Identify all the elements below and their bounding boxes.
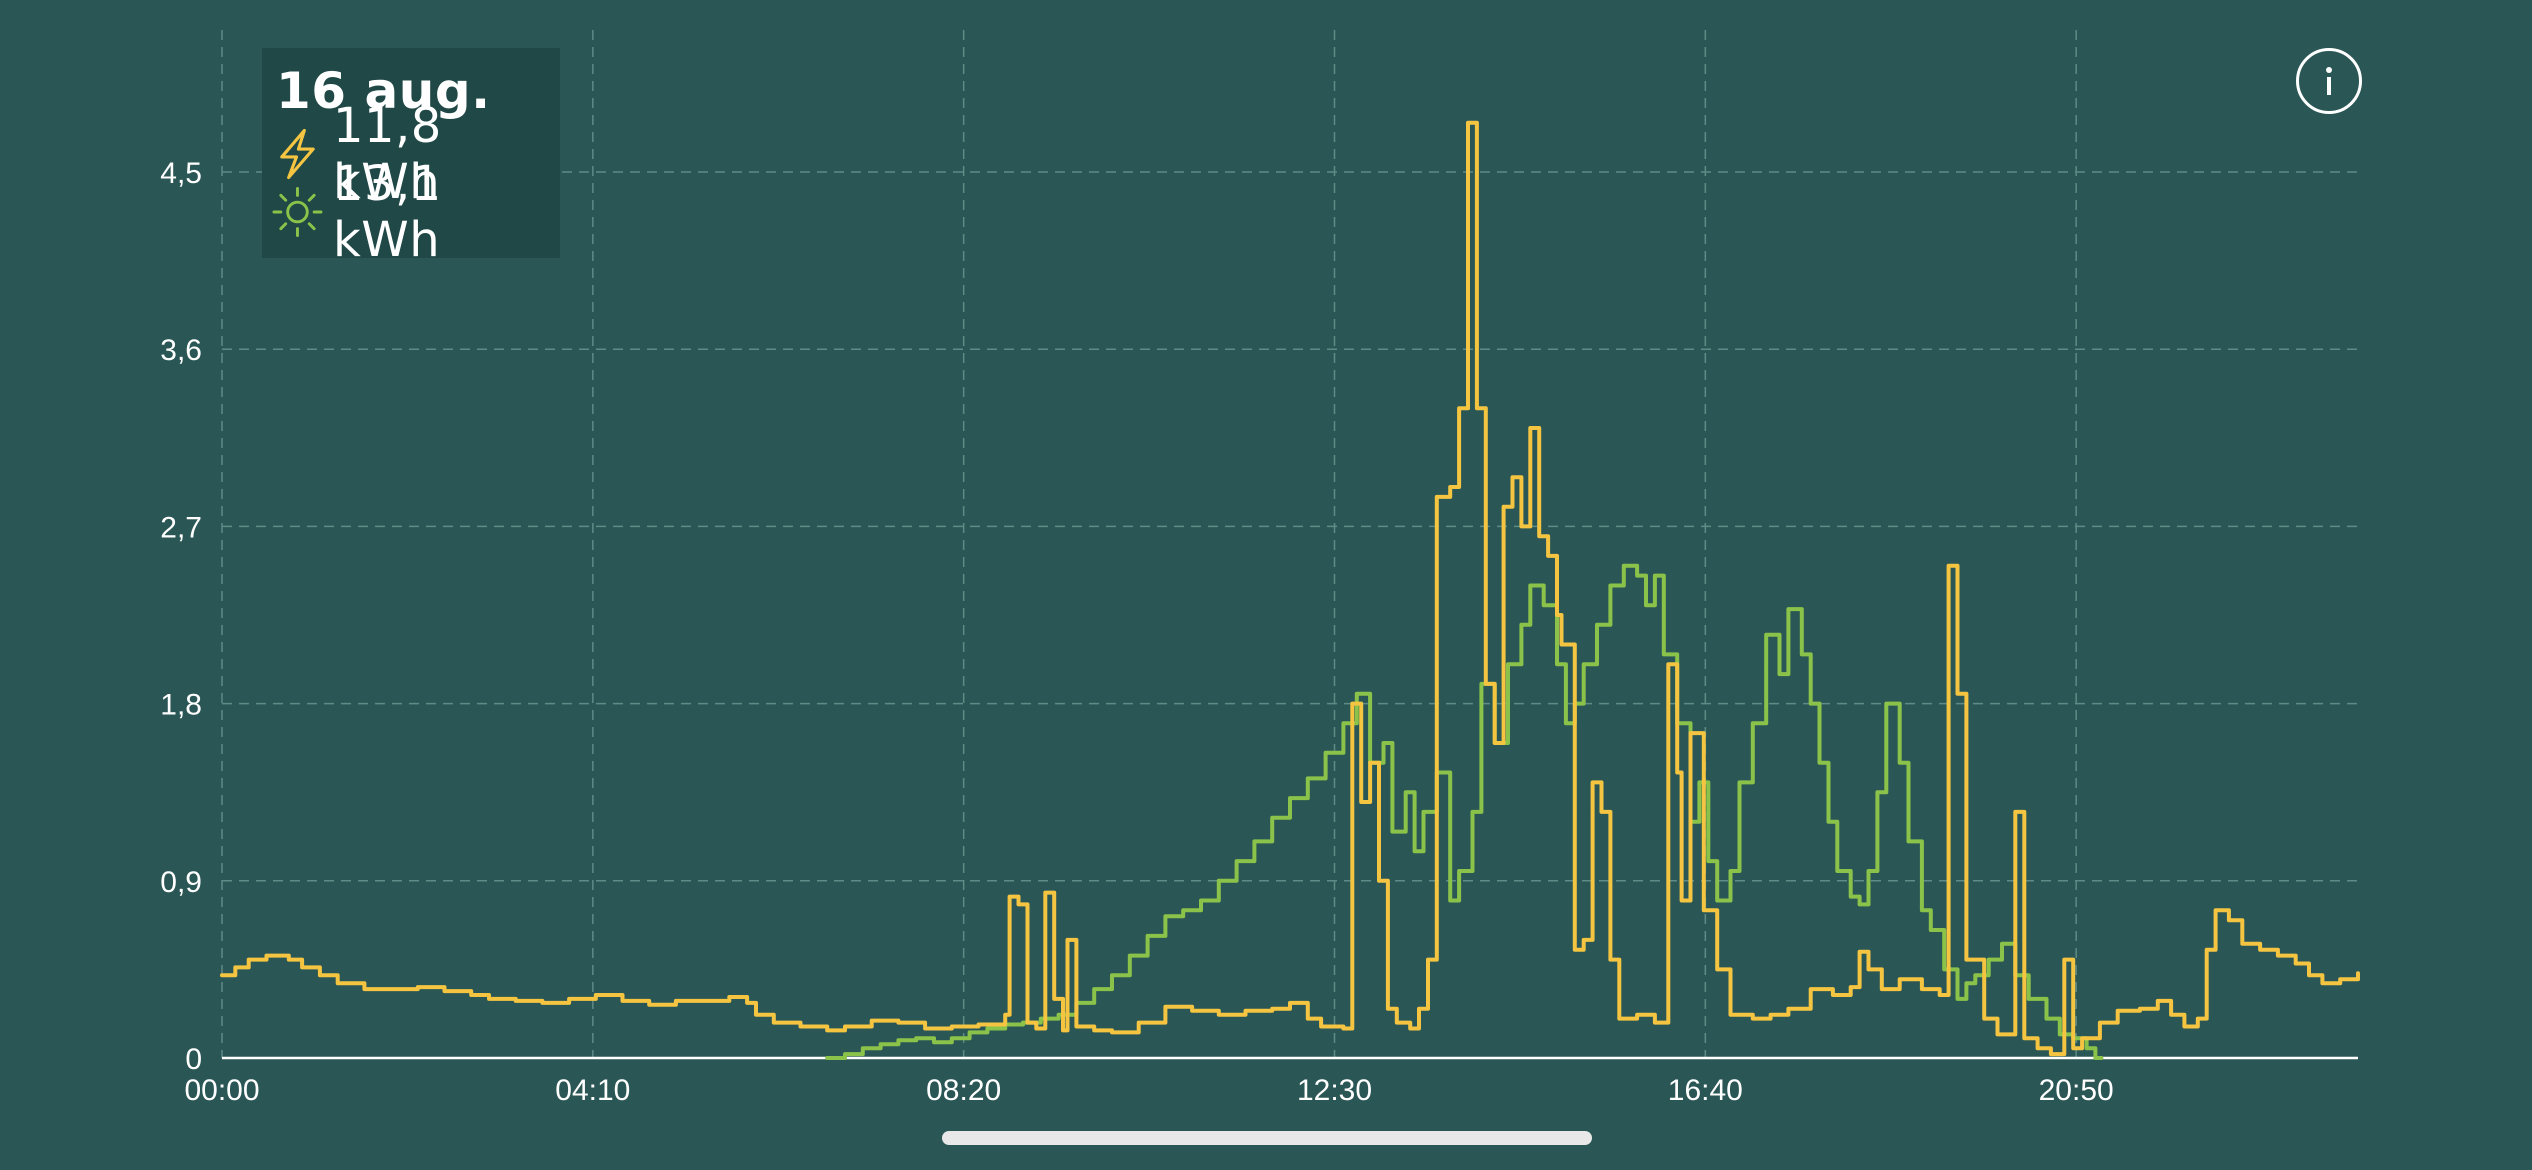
x-tick-label: 00:00 (184, 1074, 259, 1107)
legend-date: 16 aug. (276, 62, 491, 120)
series-line-consumption (220, 120, 2360, 1057)
consumption-value: 11,8 kWh (332, 98, 442, 210)
production-value: 13,1 kWh (332, 156, 442, 268)
legend-row-production: 13,1 kWh (272, 156, 560, 268)
x-tick-label: 20:50 (2039, 1074, 2114, 1107)
tick-labels: 0 0,9 1,8 2,7 3,6 4,5 00:00 04:10 08:20 12:30 16:4… (160, 157, 2113, 1107)
x-tick-label: 12:30 (1297, 1074, 1372, 1107)
y-tick-label: 1,8 (160, 689, 202, 722)
x-tick-label: 04:10 (555, 1074, 630, 1107)
x-tick-label: 16:40 (1668, 1074, 1743, 1107)
y-tick-label: 2,7 (160, 511, 202, 544)
chart-series (220, 120, 2360, 1060)
y-tick-label: 0,9 (160, 866, 202, 899)
lightning-bolt-icon (280, 128, 315, 180)
grid-lines (221, 30, 2358, 1058)
sun-icon (272, 187, 323, 237)
legend: 16 aug. 11,8 kWh 13,1 (262, 48, 560, 268)
legend-row-consumption: 11,8 kWh (272, 98, 560, 210)
x-tick-label: 08:20 (926, 1074, 1001, 1107)
info-icon (2326, 67, 2332, 95)
y-tick-label: 4,5 (160, 157, 202, 190)
y-tick-label: 0 (185, 1043, 202, 1076)
series-line-production (825, 563, 2104, 1060)
home-indicator[interactable] (942, 1131, 1592, 1145)
y-tick-label: 3,6 (160, 334, 202, 367)
info-button[interactable] (2296, 48, 2362, 114)
